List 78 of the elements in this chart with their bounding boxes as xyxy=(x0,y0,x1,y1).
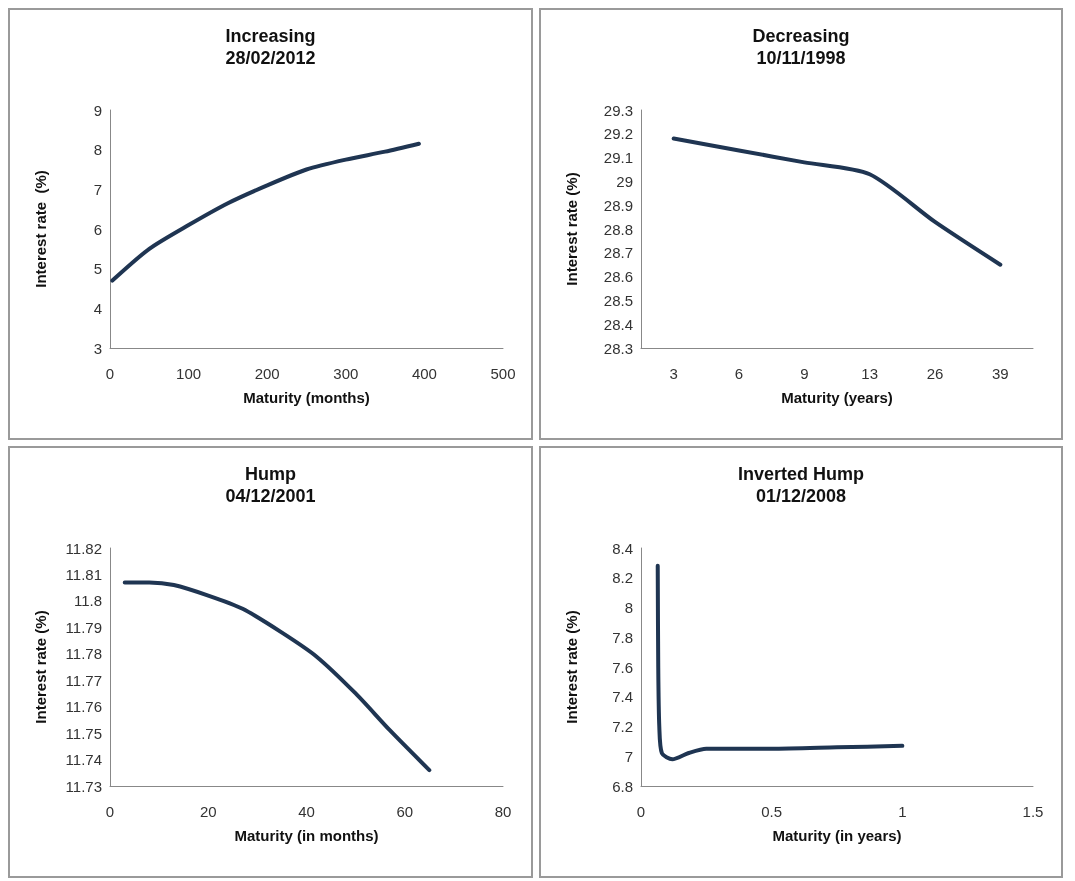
chart-title: Hump xyxy=(245,464,296,484)
x-tick-label: 0.5 xyxy=(761,803,783,820)
y-tick-label: 4 xyxy=(93,299,102,317)
x-tick-label: 60 xyxy=(396,803,414,820)
chart-subtitle: 10/11/1998 xyxy=(756,48,846,68)
y-tick-label: 7.2 xyxy=(612,718,633,735)
y-axis-title: Interest rate (%) xyxy=(32,170,49,288)
y-tick-label: 7 xyxy=(624,747,633,765)
y-tick-label: 6.8 xyxy=(612,777,633,795)
x-tick-label: 0 xyxy=(105,803,115,820)
y-tick-label: 11.79 xyxy=(65,618,102,636)
y-tick-label: 8 xyxy=(93,141,102,159)
chart-subtitle: 01/12/2008 xyxy=(755,486,847,506)
y-tick-label: 11.76 xyxy=(65,698,102,716)
y-tick-label: 3 xyxy=(93,339,102,357)
y-tick-label: 5 xyxy=(93,260,102,278)
y-tick-label: 11.73 xyxy=(65,777,102,795)
y-tick-label: 28.9 xyxy=(603,196,633,214)
y-tick-label: 28.8 xyxy=(603,220,633,238)
x-tick-label: 13 xyxy=(861,365,879,382)
y-axis-title: Interest rate (%) xyxy=(32,610,49,724)
y-tick-label: 11.75 xyxy=(65,724,102,742)
y-tick-label: 29.1 xyxy=(603,149,633,167)
y-tick-label: 11.8 xyxy=(73,592,102,610)
x-tick-label: 100 xyxy=(176,365,202,382)
line-series xyxy=(671,136,1003,267)
x-tick-label: 0 xyxy=(105,365,115,382)
x-tick-label: 40 xyxy=(298,803,315,820)
x-axis-title: Maturity (in months) xyxy=(234,827,379,844)
y-tick-label: 6 xyxy=(93,220,102,238)
y-tick-label: 9 xyxy=(93,101,102,119)
y-tick-label: 7 xyxy=(93,180,102,198)
y-tick-label: 8.4 xyxy=(612,539,633,557)
chart-subtitle: 28/02/2012 xyxy=(225,48,316,68)
chart-title: Inverted Hump xyxy=(737,464,865,484)
x-tick-label: 400 xyxy=(411,365,437,382)
y-tick-label: 11.77 xyxy=(65,671,102,689)
y-tick-label: 29.2 xyxy=(603,125,633,143)
y-tick-label: 28.7 xyxy=(603,244,633,262)
x-tick-label: 500 xyxy=(490,365,516,382)
x-tick-label: 0 xyxy=(636,803,646,820)
x-axis-title: Maturity (in years) xyxy=(772,827,902,844)
y-tick-label: 11.74 xyxy=(65,751,102,769)
x-tick-label: 300 xyxy=(333,365,359,382)
x-axis-title: Maturity (months) xyxy=(243,389,370,406)
x-tick-label: 20 xyxy=(199,803,217,820)
x-tick-label: 80 xyxy=(494,803,512,820)
y-tick-label: 8.2 xyxy=(612,569,633,587)
x-tick-label: 9 xyxy=(800,365,809,382)
y-tick-label: 11.81 xyxy=(65,565,102,583)
y-tick-label: 29 xyxy=(616,172,633,190)
y-tick-label: 11.78 xyxy=(65,645,102,663)
y-tick-label: 7.8 xyxy=(612,628,633,646)
x-tick-label: 26 xyxy=(926,365,944,382)
y-axis-title: Interest rate (%) xyxy=(563,610,580,724)
chart-title: Decreasing xyxy=(752,26,850,46)
x-axis-title: Maturity (years) xyxy=(781,389,893,406)
y-tick-label: 28.3 xyxy=(603,339,633,357)
chart-subtitle: 04/12/2001 xyxy=(225,486,316,506)
x-tick-label: 1.5 xyxy=(1022,803,1044,820)
x-tick-label: 1 xyxy=(898,803,907,820)
y-tick-label: 7.4 xyxy=(612,688,633,706)
chart-title: Increasing xyxy=(225,26,316,46)
y-tick-label: 28.6 xyxy=(603,268,633,286)
y-tick-label: 8 xyxy=(624,599,633,616)
line-series xyxy=(122,580,432,773)
y-tick-label: 7.6 xyxy=(612,658,633,676)
y-axis-title: Interest rate (%) xyxy=(563,172,580,286)
x-tick-label: 39 xyxy=(991,365,1009,382)
y-tick-label: 11.82 xyxy=(65,539,102,557)
x-tick-label: 3 xyxy=(669,365,678,382)
x-tick-label: 6 xyxy=(734,365,744,382)
line-series xyxy=(655,563,905,762)
x-tick-label: 200 xyxy=(254,365,280,382)
y-tick-label: 28.4 xyxy=(603,315,633,333)
line-series xyxy=(110,141,421,283)
y-tick-label: 28.5 xyxy=(603,291,633,309)
y-tick-label: 29.3 xyxy=(603,101,633,119)
